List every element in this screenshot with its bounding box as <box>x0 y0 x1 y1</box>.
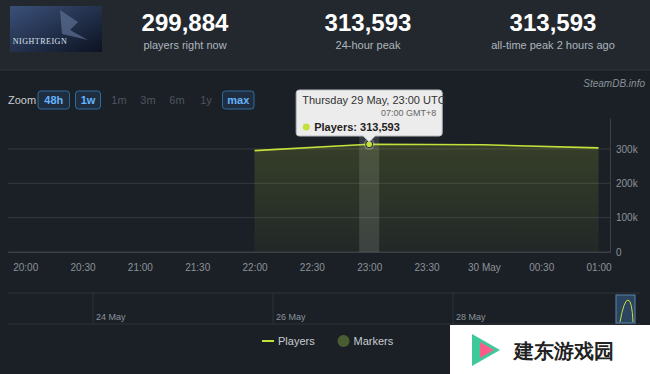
tooltip-subtitle: 07:00 GMT+8 <box>381 108 436 118</box>
page: NIGHTREIGN 299,884 players right now 313,59… <box>0 0 650 374</box>
tooltip-label: Players: 313,593 <box>314 121 400 133</box>
x-tick-label: 30 May <box>468 262 501 273</box>
y-axis-line <box>610 119 611 253</box>
zoom-button-frame[interactable] <box>76 91 101 109</box>
x-tick: 20:00 <box>13 252 38 273</box>
source: SteamDB.info <box>583 78 645 89</box>
logo-text: NIGHTREIGN <box>13 37 67 46</box>
tooltip-swatch <box>303 124 310 131</box>
x-tick-label: 20:00 <box>13 262 38 273</box>
zoom-button-frame[interactable] <box>38 91 70 109</box>
x-tick-label: 23:00 <box>357 262 382 273</box>
watermark-logo <box>472 334 500 366</box>
stat-label: 24-hour peak <box>336 39 401 51</box>
y-tick: 0 <box>610 247 622 258</box>
navigator-line <box>8 324 640 325</box>
y-tick: 300k <box>610 144 639 155</box>
zoom-button[interactable]: max <box>223 91 255 109</box>
series-area <box>255 144 599 252</box>
x-tick: 21:30 <box>185 252 210 273</box>
tooltip: Thursday 29 May, 23:00 UTC 07:00 GMT+8 Pla… <box>296 90 446 142</box>
zoom-label: Zoom <box>8 94 36 106</box>
legend-swatch <box>338 335 350 347</box>
x-tick: 22:00 <box>243 252 268 273</box>
x-tick-label: 00:30 <box>529 262 554 273</box>
navigator-tick <box>93 293 94 324</box>
plot-area <box>255 118 599 252</box>
stat-label: players right now <box>143 39 226 51</box>
x-tick: 23:00 <box>357 252 382 273</box>
stat-value: 313,593 <box>510 9 597 36</box>
watermark-text: 建东游戏园 <box>512 339 614 363</box>
y-tick-label: 200k <box>616 178 639 189</box>
chart-bg <box>0 70 650 374</box>
x-tick-label: 22:00 <box>243 262 268 273</box>
zoom-button-text: 1m <box>111 94 126 106</box>
x-tick: 30 May <box>468 252 501 273</box>
zoom-button: 6m <box>169 94 184 106</box>
x-axis-line <box>9 252 611 253</box>
y-tick: 100k <box>610 212 639 223</box>
x-tick-label: 22:30 <box>300 262 325 273</box>
legend-label[interactable]: Players <box>278 335 315 347</box>
stat-value: 299,884 <box>142 9 229 36</box>
navigator-tick <box>453 293 454 324</box>
y-axis: 0 100k 200k 300k <box>610 119 639 258</box>
y-tick-label: 100k <box>616 212 639 223</box>
zoom-button-text[interactable]: 48h <box>44 94 63 106</box>
y-tick-label: 0 <box>616 247 622 258</box>
y-tick: 200k <box>610 178 639 189</box>
zoom-button-text[interactable]: max <box>227 94 250 106</box>
header-bg <box>0 0 650 70</box>
zoom-button-text: 1y <box>200 94 212 106</box>
y-tick-label: 300k <box>616 144 639 155</box>
x-tick-label: 21:00 <box>128 262 153 273</box>
watermark-bg <box>450 325 650 374</box>
zoom-button-text[interactable]: 1w <box>81 94 96 106</box>
legend-label[interactable]: Markers <box>354 335 394 347</box>
logo-art <box>60 10 88 40</box>
x-tick-label: 23:30 <box>415 262 440 273</box>
zoom-button[interactable]: 1w <box>76 91 101 109</box>
x-tick-label: 21:30 <box>185 262 210 273</box>
legend-swatch <box>262 340 274 342</box>
divider <box>0 70 650 71</box>
zoom-button-text: 6m <box>169 94 184 106</box>
watermark-logo <box>480 342 494 358</box>
navigator-label: 28 May <box>456 312 486 322</box>
navigator-handle[interactable] <box>616 295 635 323</box>
x-tick-label: 20:30 <box>71 262 96 273</box>
navigator-tick <box>273 293 274 324</box>
series-line <box>255 144 599 150</box>
x-tick-label: 01:00 <box>587 262 612 273</box>
logo-image <box>10 6 102 52</box>
tooltip-title: Thursday 29 May, 23:00 UTC <box>302 94 446 106</box>
zoom-button-text: 3m <box>140 94 155 106</box>
x-tick: 21:00 <box>128 252 153 273</box>
x-tick: 22:30 <box>300 252 325 273</box>
x-tick: 23:30 <box>415 252 440 273</box>
zoom-button: 1m <box>111 94 126 106</box>
x-tick: 00:30 <box>529 252 554 273</box>
zoom-button[interactable]: 48h <box>38 91 70 109</box>
zoom-button: 1y <box>200 94 212 106</box>
navigator-label: 26 May <box>276 312 306 322</box>
zoom-button-frame[interactable] <box>223 91 255 109</box>
stat-label: all-time peak 2 hours ago <box>491 39 615 51</box>
navigator-line <box>8 293 640 294</box>
zoom-button: 3m <box>140 94 155 106</box>
x-tick: 01:00 <box>587 252 612 273</box>
x-axis: 20:00 20:30 21:00 21:30 22:00 22:30 23:00 23:30… <box>9 252 612 273</box>
stat-value: 313,593 <box>325 9 412 36</box>
navigator-thumb <box>620 300 633 322</box>
navigator-label: 24 May <box>96 312 126 322</box>
x-tick: 20:30 <box>71 252 96 273</box>
